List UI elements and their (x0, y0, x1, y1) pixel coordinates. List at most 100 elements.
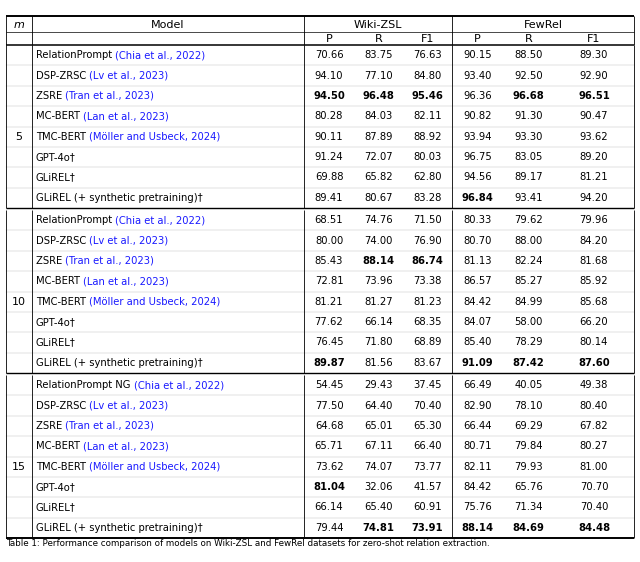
Text: RelationPrompt: RelationPrompt (36, 50, 115, 60)
Text: 96.51: 96.51 (578, 91, 610, 101)
Text: 91.30: 91.30 (515, 111, 543, 121)
Text: 68.35: 68.35 (413, 317, 442, 327)
Text: GPT-4o†: GPT-4o† (36, 152, 76, 162)
Text: 54.45: 54.45 (315, 380, 343, 390)
Text: 81.56: 81.56 (364, 358, 393, 368)
Text: DSP-ZRSC: DSP-ZRSC (36, 71, 90, 80)
Text: 65.76: 65.76 (514, 482, 543, 492)
Text: 94.50: 94.50 (313, 91, 345, 101)
Text: 66.14: 66.14 (364, 317, 393, 327)
Text: 80.70: 80.70 (463, 235, 492, 246)
Text: P: P (474, 34, 481, 44)
Text: TMC-BERT: TMC-BERT (36, 297, 89, 307)
Text: 79.84: 79.84 (515, 441, 543, 451)
Text: 65.71: 65.71 (315, 441, 344, 451)
Text: 86.74: 86.74 (412, 256, 444, 266)
Text: F1: F1 (588, 34, 601, 44)
Text: MC-BERT: MC-BERT (36, 277, 83, 286)
Text: (Lv et al., 2023): (Lv et al., 2023) (90, 71, 168, 80)
Text: Wiki-ZSL: Wiki-ZSL (354, 20, 403, 29)
Text: Model: Model (151, 20, 185, 29)
Text: 65.82: 65.82 (364, 173, 393, 183)
Text: 84.20: 84.20 (580, 235, 608, 246)
Text: 72.07: 72.07 (364, 152, 393, 162)
Text: 83.67: 83.67 (413, 358, 442, 368)
Text: P: P (326, 34, 332, 44)
Text: 94.10: 94.10 (315, 71, 343, 80)
Text: DSP-ZRSC: DSP-ZRSC (36, 401, 90, 411)
Text: TMC-BERT: TMC-BERT (36, 132, 89, 142)
Text: RelationPrompt: RelationPrompt (36, 215, 115, 225)
Text: 67.82: 67.82 (580, 421, 608, 431)
Text: 71.80: 71.80 (364, 337, 393, 347)
Text: 37.45: 37.45 (413, 380, 442, 390)
Text: 91.24: 91.24 (315, 152, 343, 162)
Text: DSP-ZRSC: DSP-ZRSC (36, 235, 90, 246)
Text: 66.40: 66.40 (413, 441, 442, 451)
Text: ZSRE: ZSRE (36, 91, 65, 101)
Text: 89.41: 89.41 (315, 193, 343, 203)
Text: (Lan et al., 2023): (Lan et al., 2023) (83, 277, 169, 286)
Text: 70.40: 70.40 (413, 401, 442, 411)
Text: (Chia et al., 2022): (Chia et al., 2022) (115, 215, 205, 225)
Text: 81.00: 81.00 (580, 462, 608, 472)
Text: 81.21: 81.21 (315, 297, 343, 307)
Text: (Lv et al., 2023): (Lv et al., 2023) (90, 401, 168, 411)
Text: 94.20: 94.20 (580, 193, 608, 203)
Text: 87.60: 87.60 (578, 358, 610, 368)
Text: 85.27: 85.27 (514, 277, 543, 286)
Text: 93.40: 93.40 (463, 71, 492, 80)
Text: 66.20: 66.20 (580, 317, 608, 327)
Text: 90.47: 90.47 (580, 111, 608, 121)
Text: 76.63: 76.63 (413, 50, 442, 60)
Text: 49.38: 49.38 (580, 380, 608, 390)
Text: 83.75: 83.75 (364, 50, 393, 60)
Text: 80.03: 80.03 (413, 152, 442, 162)
Text: 88.14: 88.14 (461, 523, 493, 533)
Text: 95.46: 95.46 (412, 91, 444, 101)
Text: GLiREL†: GLiREL† (36, 337, 76, 347)
Text: (Lan et al., 2023): (Lan et al., 2023) (83, 441, 169, 451)
Text: 89.17: 89.17 (514, 173, 543, 183)
Text: 73.62: 73.62 (315, 462, 343, 472)
Text: GLiREL (+ synthetic pretraining)†: GLiREL (+ synthetic pretraining)† (36, 523, 203, 533)
Text: 85.43: 85.43 (315, 256, 343, 266)
Text: GLiREL (+ synthetic pretraining)†: GLiREL (+ synthetic pretraining)† (36, 358, 203, 368)
Text: RelationPrompt NG: RelationPrompt NG (36, 380, 134, 390)
Text: 68.51: 68.51 (315, 215, 343, 225)
Text: 32.06: 32.06 (364, 482, 393, 492)
Text: 84.69: 84.69 (513, 523, 545, 533)
Text: GPT-4o†: GPT-4o† (36, 317, 76, 327)
Text: 96.84: 96.84 (461, 193, 493, 203)
Text: 92.90: 92.90 (580, 71, 608, 80)
Text: 80.28: 80.28 (315, 111, 343, 121)
Text: 96.68: 96.68 (513, 91, 545, 101)
Text: 87.42: 87.42 (513, 358, 545, 368)
Text: 73.96: 73.96 (364, 277, 393, 286)
Text: 79.93: 79.93 (514, 462, 543, 472)
Text: 80.71: 80.71 (463, 441, 492, 451)
Text: 77.10: 77.10 (364, 71, 393, 80)
Text: 85.92: 85.92 (580, 277, 608, 286)
Text: 84.42: 84.42 (463, 482, 492, 492)
Text: 74.07: 74.07 (364, 462, 393, 472)
Text: 83.05: 83.05 (515, 152, 543, 162)
Text: 90.15: 90.15 (463, 50, 492, 60)
Text: 66.14: 66.14 (315, 502, 343, 513)
Text: 83.28: 83.28 (413, 193, 442, 203)
Text: 79.96: 79.96 (580, 215, 609, 225)
Text: 84.48: 84.48 (578, 523, 610, 533)
Text: 82.24: 82.24 (515, 256, 543, 266)
Text: 64.40: 64.40 (364, 401, 393, 411)
Text: 5: 5 (15, 132, 22, 142)
Text: R: R (525, 34, 532, 44)
Text: (Tran et al., 2023): (Tran et al., 2023) (65, 91, 154, 101)
Text: 81.27: 81.27 (364, 297, 393, 307)
Text: ZSRE: ZSRE (36, 256, 65, 266)
Text: 81.04: 81.04 (313, 482, 345, 492)
Text: 76.90: 76.90 (413, 235, 442, 246)
Text: (Chia et al., 2022): (Chia et al., 2022) (134, 380, 224, 390)
Text: 88.50: 88.50 (515, 50, 543, 60)
Text: 41.57: 41.57 (413, 482, 442, 492)
Text: 84.03: 84.03 (364, 111, 392, 121)
